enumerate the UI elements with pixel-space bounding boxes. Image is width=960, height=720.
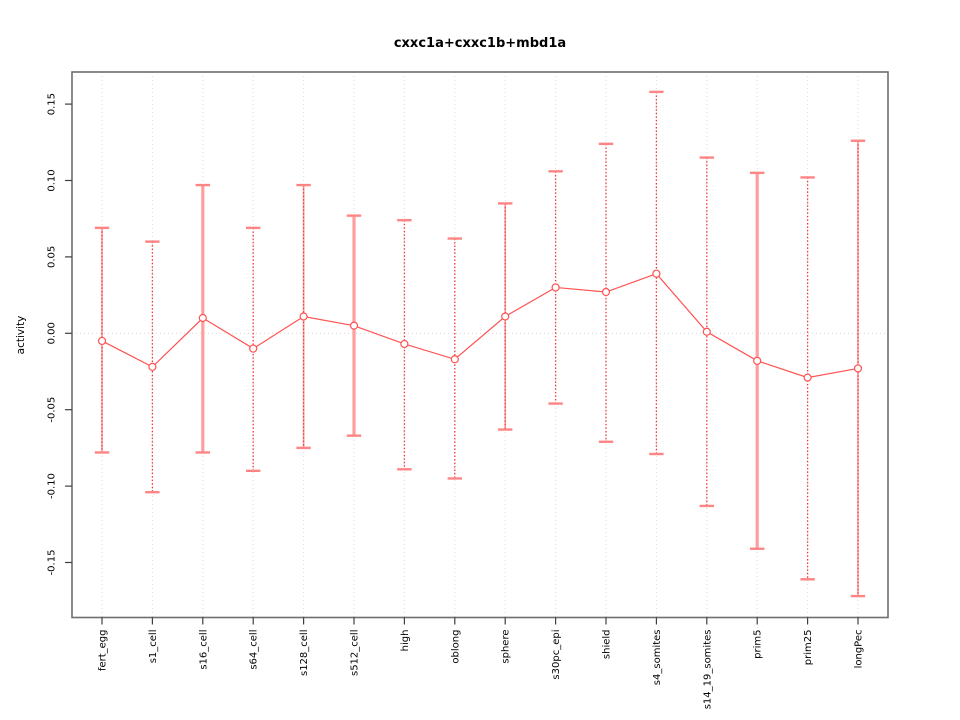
y-tick-label: 0.15 (47, 93, 58, 115)
data-point (853, 364, 863, 373)
y-tick-label: 0.10 (47, 169, 58, 191)
data-point (450, 355, 459, 364)
y-tick-label: 0.00 (47, 322, 58, 344)
chart-title: cxxc1a+cxxc1b+mbd1a (393, 36, 567, 51)
x-tick-label: prim5 (753, 630, 764, 659)
x-tick-label: s14_19_somites (702, 630, 713, 710)
y-tick-label: -0.10 (47, 473, 58, 499)
data-point (702, 327, 711, 336)
x-tick-label: prim25 (803, 630, 814, 666)
series-line (101, 272, 859, 379)
data-point (652, 269, 661, 278)
y-axis-title: activity (15, 315, 27, 355)
x-tick-label: s1_cell (148, 630, 159, 664)
data-point (148, 362, 157, 372)
plot-frame (71, 71, 889, 619)
data-point (501, 312, 510, 321)
data-point (97, 336, 107, 346)
data-point (198, 313, 207, 323)
x-tick-label: s64_cell (249, 630, 260, 670)
x-tick-label: fert_egg (98, 630, 109, 672)
data-point (753, 356, 762, 365)
x-tick-label: longPec (854, 630, 865, 669)
y-tick-label: 0.05 (47, 246, 58, 268)
data-point (349, 321, 359, 330)
x-tick-label: s30pc_epi (551, 630, 562, 680)
y-tick-label: -0.05 (47, 397, 58, 423)
data-point (601, 287, 611, 297)
x-tick-label: s16_cell (198, 630, 209, 670)
x-tick-label: s128_cell (299, 630, 310, 677)
data-point (249, 344, 258, 353)
x-tick-label: oblong (450, 630, 461, 664)
x-tick-label: shield (602, 630, 613, 660)
data-point (299, 312, 308, 321)
x-tick-label: s4_somites (652, 630, 663, 686)
data-point (551, 283, 560, 292)
x-tick-label: sphere (501, 630, 512, 664)
y-tick-label: -0.15 (47, 550, 58, 576)
x-tick-label: s512_cell (350, 630, 361, 677)
x-tick-label: high (400, 630, 411, 652)
data-point (803, 373, 812, 382)
data-point (400, 339, 409, 349)
